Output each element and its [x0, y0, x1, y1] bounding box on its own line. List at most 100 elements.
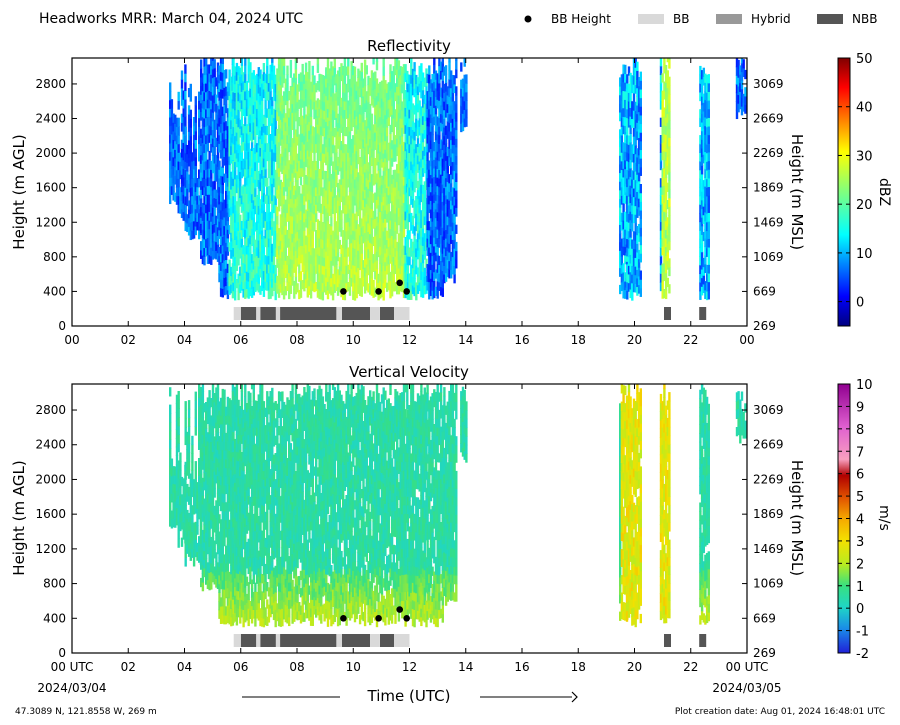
heatmap-cell — [211, 138, 215, 148]
heatmap-cell — [399, 187, 402, 197]
heatmap-cell — [410, 290, 413, 300]
heatmap-cell — [184, 221, 187, 232]
heatmap-cell — [232, 221, 235, 231]
heatmap-cell — [634, 188, 637, 198]
heatmap-cell — [362, 104, 365, 114]
heatmap-cell — [321, 291, 325, 301]
heatmap-cell — [328, 284, 331, 294]
heatmap-cell — [299, 202, 303, 212]
heatmap-cell — [194, 174, 197, 184]
heatmap-cell — [316, 63, 320, 73]
heatmap-cell — [416, 241, 420, 251]
heatmap-cell — [254, 84, 257, 94]
heatmap-cell — [620, 134, 624, 145]
heatmap-cell — [294, 103, 298, 113]
heatmap-cell — [418, 117, 421, 127]
heatmap-cell — [387, 108, 390, 118]
heatmap-cell — [308, 130, 311, 140]
heatmap-cell — [210, 134, 213, 144]
heatmap-cell — [352, 100, 355, 110]
heatmap-cell — [629, 72, 632, 83]
heatmap-cell — [309, 99, 313, 109]
heatmap-cell — [192, 117, 196, 127]
heatmap-cell — [286, 255, 289, 266]
heatmap-cell — [622, 237, 625, 247]
heatmap-cell — [240, 58, 244, 66]
heatmap-cell — [255, 151, 259, 161]
heatmap-cell — [631, 187, 634, 197]
heatmap-cell — [338, 214, 341, 224]
heatmap-cell — [663, 81, 666, 91]
heatmap-cell — [661, 142, 664, 152]
heatmap-cell — [664, 212, 668, 222]
heatmap-cell — [232, 282, 235, 292]
heatmap-cell — [271, 122, 274, 133]
heatmap-cell — [350, 147, 353, 157]
heatmap-cell — [629, 98, 632, 108]
heatmap-cell — [301, 228, 304, 238]
heatmap-cell — [298, 168, 301, 179]
heatmap-cell — [377, 204, 380, 214]
heatmap-cell — [358, 278, 362, 288]
heatmap-cell — [338, 188, 341, 198]
heatmap-cell — [357, 241, 360, 251]
heatmap-cell — [289, 206, 293, 217]
heatmap-cell — [404, 193, 407, 204]
heatmap-cell — [702, 110, 705, 121]
heatmap-cell — [311, 281, 314, 292]
heatmap-cell — [247, 255, 250, 265]
heatmap-cell — [240, 281, 244, 291]
heatmap-cell — [352, 152, 355, 162]
heatmap-cell — [367, 248, 370, 258]
heatmap-cell — [196, 482, 199, 492]
heatmap-cell — [184, 213, 187, 223]
heatmap-cell — [213, 162, 216, 173]
heatmap-cell — [353, 153, 357, 163]
heatmap-cell — [666, 122, 669, 132]
heatmap-cell — [370, 269, 374, 279]
heatmap-cell — [269, 229, 272, 239]
heatmap-cell — [707, 186, 710, 196]
heatmap-cell — [230, 93, 233, 104]
heatmap-cell — [244, 255, 247, 265]
heatmap-cell — [377, 170, 380, 180]
heatmap-cell — [328, 94, 331, 104]
heatmap-cell — [629, 263, 632, 273]
heatmap-cell — [624, 177, 627, 187]
heatmap-cell — [338, 136, 341, 146]
heatmap-cell — [261, 134, 264, 145]
heatmap-cell — [269, 237, 272, 247]
heatmap-cell — [172, 165, 175, 175]
heatmap-cell — [365, 272, 368, 282]
heatmap-cell — [421, 236, 425, 246]
heatmap-cell — [408, 178, 411, 188]
heatmap-cell — [276, 284, 279, 294]
heatmap-cell — [191, 204, 194, 214]
heatmap-cell — [272, 160, 276, 170]
heatmap-cell — [228, 225, 231, 235]
heatmap-cell — [330, 156, 333, 166]
heatmap-cell — [175, 507, 179, 517]
heatmap-cell — [230, 137, 233, 147]
heatmap-cell — [269, 177, 272, 187]
heatmap-cell — [634, 222, 637, 233]
heatmap-cell — [420, 270, 423, 280]
heatmap-cell — [336, 286, 340, 296]
heatmap-cell — [463, 58, 466, 67]
heatmap-cell — [330, 199, 333, 210]
heatmap-cell — [413, 260, 416, 271]
heatmap-cell — [629, 133, 632, 143]
heatmap-cell — [250, 202, 254, 212]
heatmap-cell — [372, 236, 375, 247]
heatmap-cell — [240, 203, 244, 213]
heatmap-cell — [362, 199, 365, 209]
heatmap-cell — [399, 273, 402, 283]
heatmap-cell — [249, 200, 252, 210]
heatmap-cell — [705, 213, 709, 223]
heatmap-cell — [664, 65, 668, 75]
heatmap-cell — [620, 143, 624, 153]
heatmap-cell — [177, 195, 180, 205]
heatmap-cell — [205, 178, 208, 188]
heatmap-cell — [218, 160, 221, 170]
heatmap-cell — [213, 249, 216, 259]
